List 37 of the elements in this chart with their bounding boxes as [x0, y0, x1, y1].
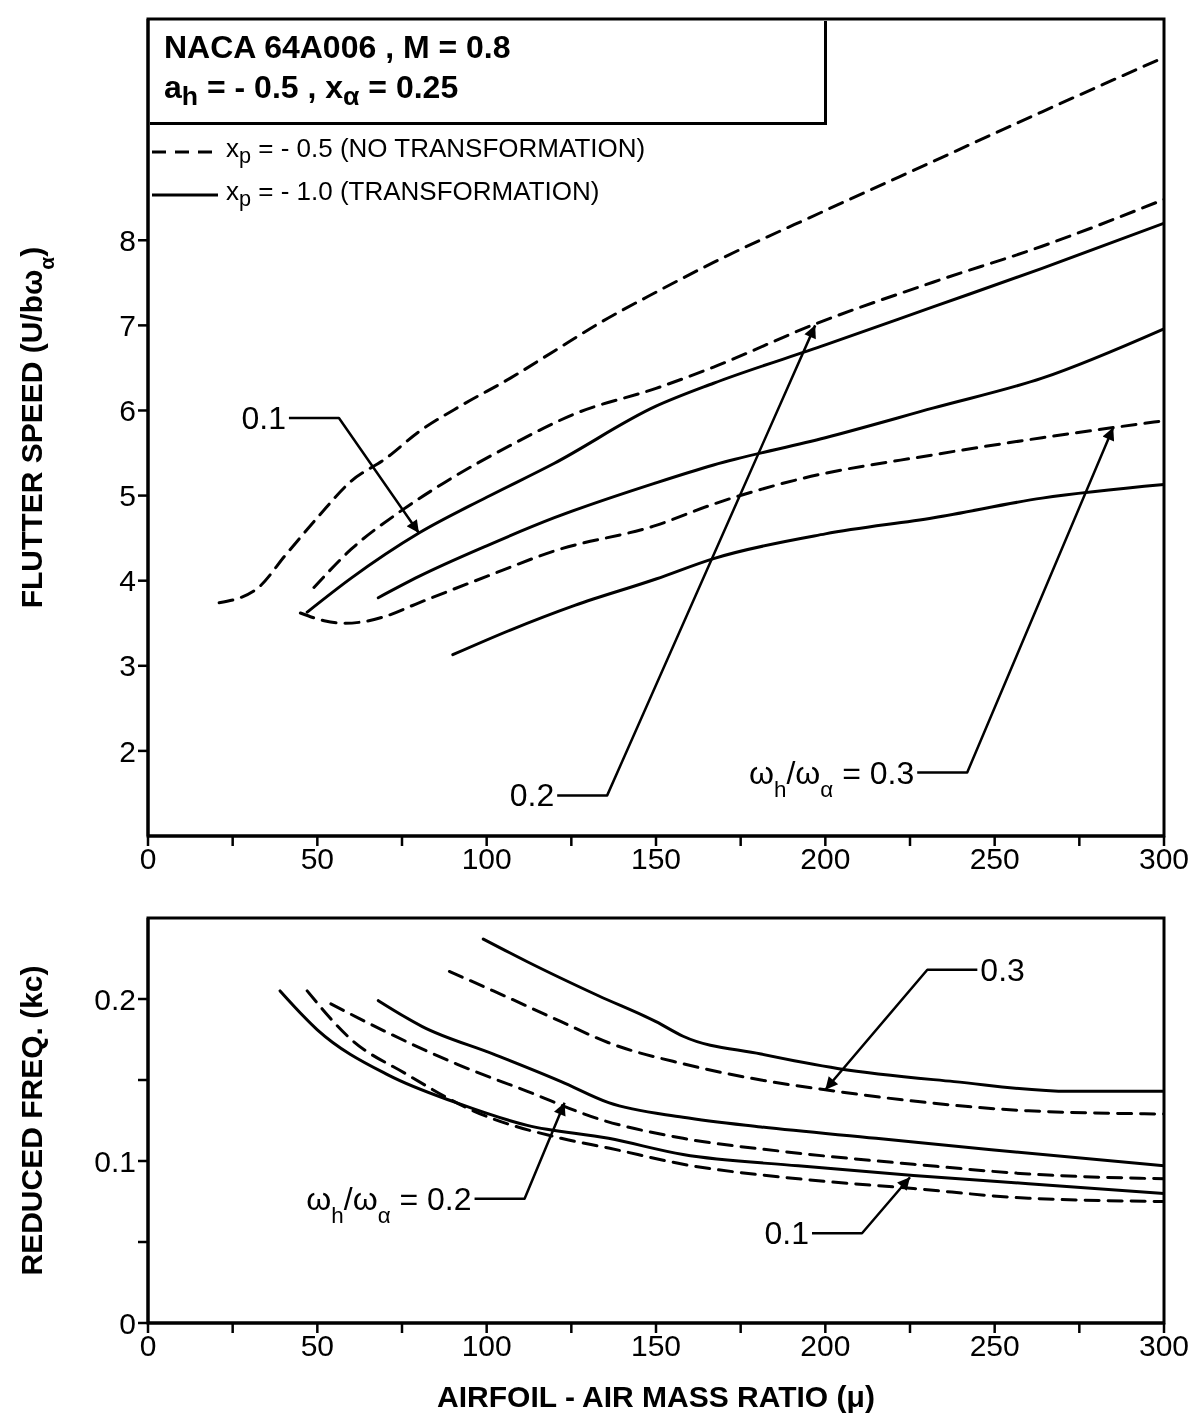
- x-axis-title: AIRFOIL - AIR MASS RATIO (μ): [437, 1380, 875, 1413]
- annotation: 0.2: [509, 777, 555, 814]
- chart-title: NACA 64A006 , M = 0.8: [164, 28, 512, 67]
- x-tick-label: 200: [800, 1329, 851, 1363]
- x-tick-label: 300: [1138, 842, 1190, 876]
- x-tick-label: 50: [300, 842, 335, 876]
- line-series: [376, 327, 1164, 600]
- y-tick-label: 5: [119, 479, 136, 513]
- title-box: NACA 64A006 , M = 0.8 a$_{h}$ = - 0.5 , x$_{α}$ = 0.25: [150, 21, 827, 126]
- x-tick-label: 200: [800, 842, 851, 876]
- y-tick-label: 3: [119, 649, 136, 683]
- x-tick-label: 300: [1138, 1329, 1190, 1363]
- annotation: 0.3: [980, 951, 1025, 988]
- line-series: [451, 483, 1164, 657]
- x-tick-label: 100: [461, 842, 512, 876]
- y-tick-label: 0: [119, 1306, 136, 1340]
- x-tick-label: 100: [461, 1329, 512, 1363]
- x-tick-label: 250: [969, 1329, 1020, 1363]
- line-series: [481, 937, 1164, 1093]
- annotation: ω$_{h}$/ω$_{α}$ = 0.2: [306, 1180, 472, 1228]
- y-tick-label: 8: [119, 223, 136, 257]
- annotation: ω$_{h}$/ω$_{α}$ = 0.3: [748, 754, 915, 801]
- y-tick-label: 4: [119, 564, 136, 598]
- x-tick-label: 50: [300, 1329, 335, 1363]
- y-tick-label: 6: [119, 394, 136, 428]
- y-tick-label: 7: [119, 309, 136, 343]
- y-tick-label: 2: [119, 734, 136, 768]
- annotation: 0.1: [764, 1215, 809, 1252]
- legend-label: x$_{p}$ = - 0.5 (NO TRANSFORMATION): [226, 132, 646, 171]
- x-tick-label: 250: [969, 842, 1020, 876]
- y-axis-title: REDUCED FREQ. (kc): [15, 965, 48, 1276]
- legend-label: x$_{p}$ = - 1.0 (TRANSFORMATION): [226, 174, 600, 213]
- y-tick-label: 0.1: [94, 1144, 136, 1178]
- annotation: 0.1: [241, 400, 286, 437]
- y-tick-label: 0.2: [94, 982, 136, 1016]
- x-tick-label: 150: [630, 842, 682, 876]
- x-tick-label: 150: [630, 1329, 682, 1363]
